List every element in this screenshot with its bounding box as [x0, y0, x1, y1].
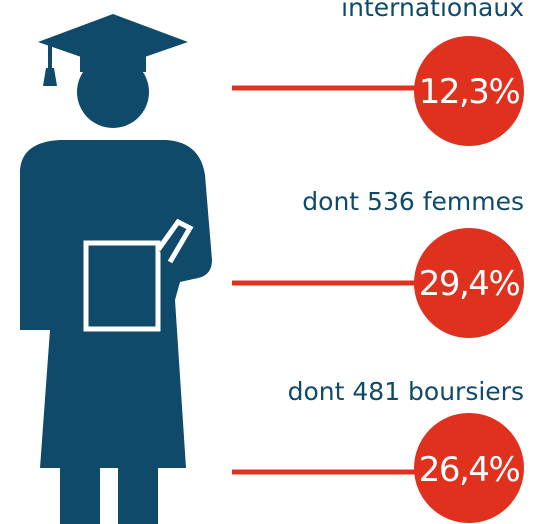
item-label: dont 536 femmes [302, 187, 524, 216]
item-value: 12,3% [419, 72, 520, 112]
item-label: dont 481 boursiers [288, 377, 524, 406]
item-label: internationaux [341, 0, 524, 22]
book [83, 218, 194, 332]
circles [414, 36, 524, 523]
connectors [232, 85, 430, 475]
item-value: 26,4% [419, 450, 520, 490]
item-value: 29,4% [419, 264, 520, 304]
